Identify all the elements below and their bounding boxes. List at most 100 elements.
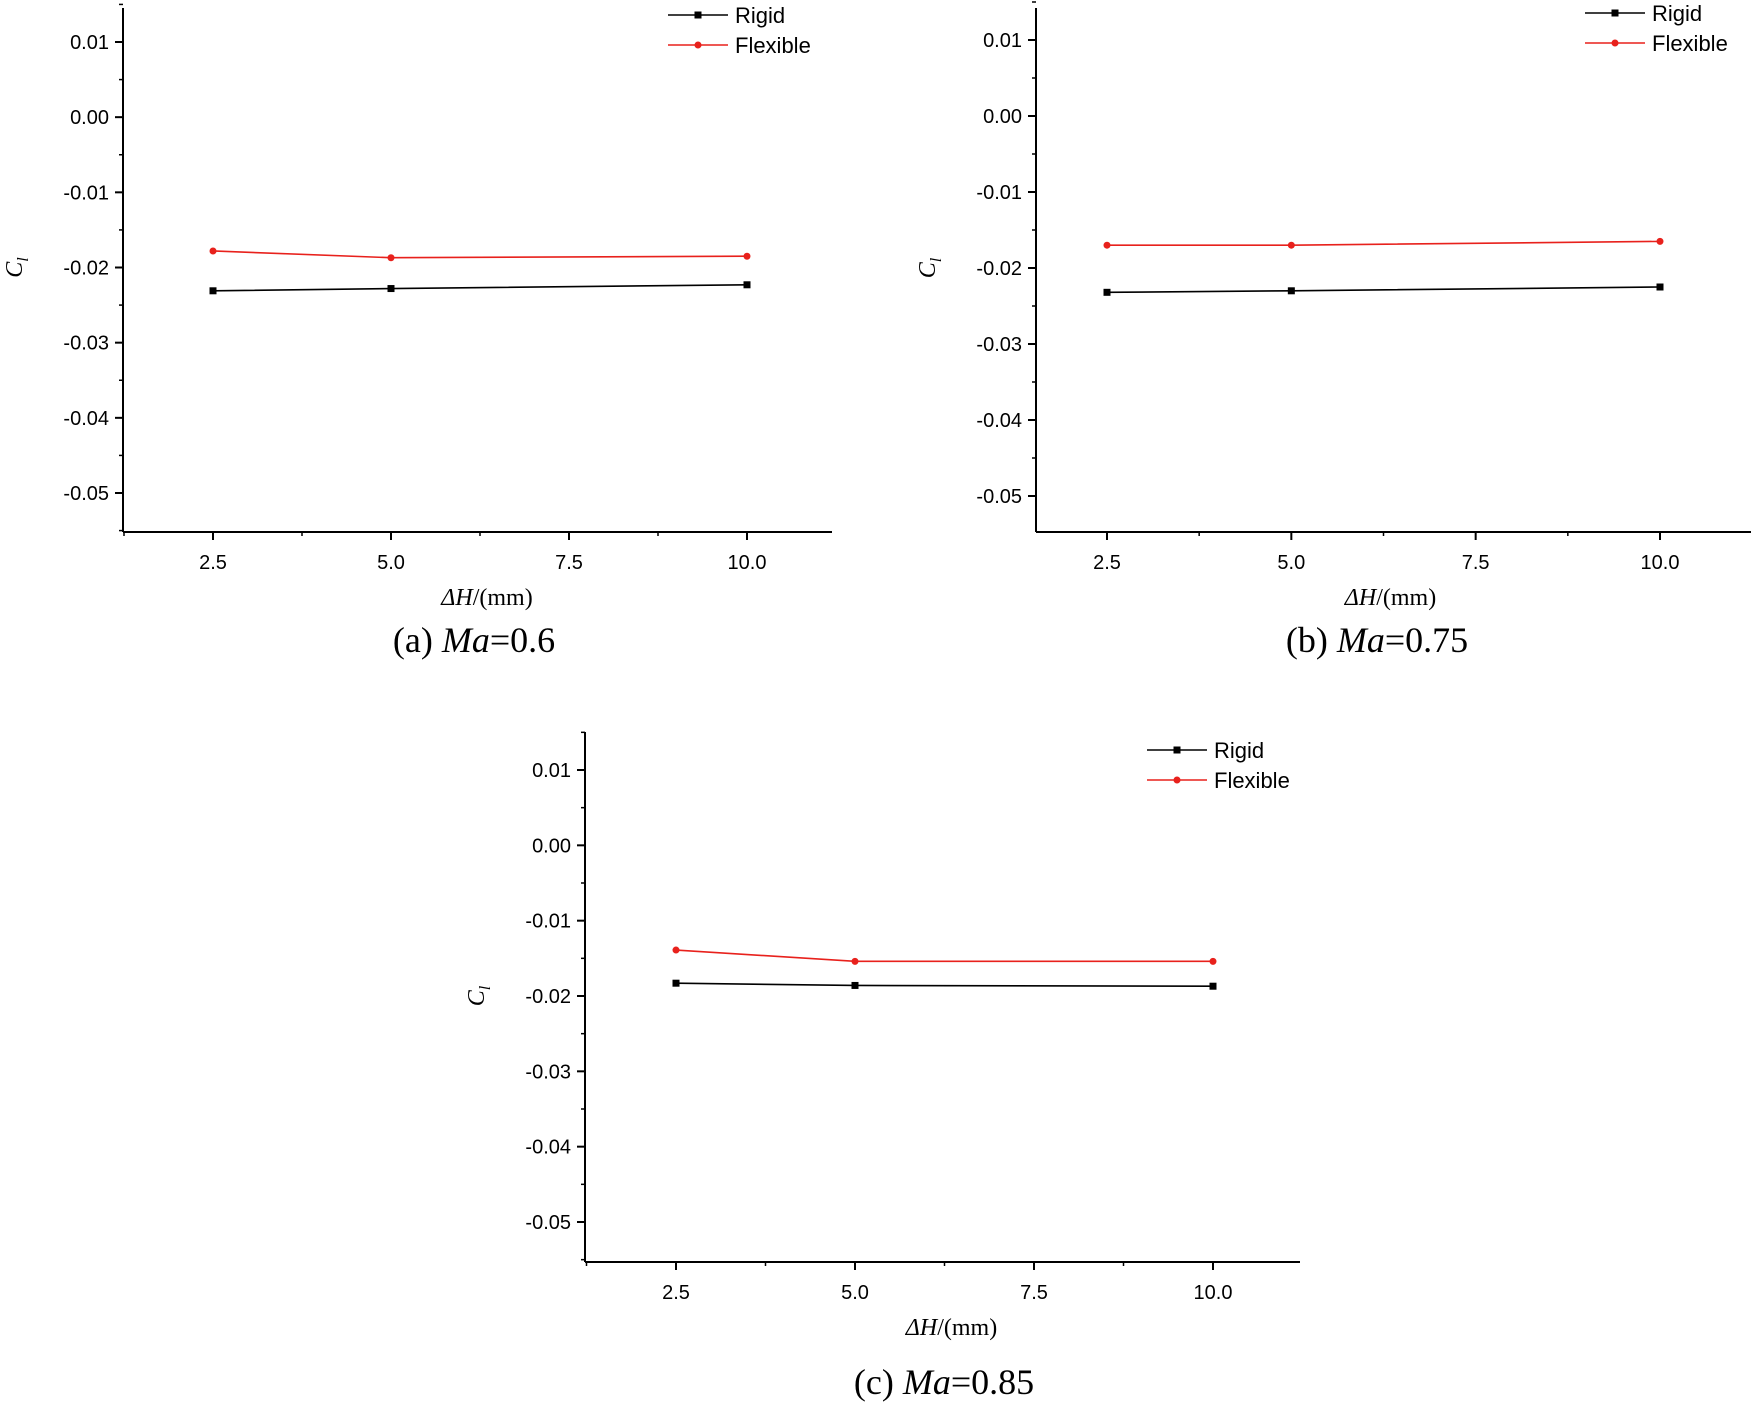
data-point-flexible [672, 946, 680, 954]
x-tick-label: 10.0 [1641, 552, 1680, 574]
data-point-flexible [1287, 241, 1295, 249]
data-point-flexible [1209, 957, 1217, 965]
data-point-flexible [1103, 241, 1111, 249]
chart-caption: (c) Ma=0.85 [854, 1362, 1034, 1402]
data-point-rigid [672, 979, 680, 987]
data-point-rigid [209, 287, 217, 295]
y-tick-label: 0.01 [983, 30, 1022, 52]
legend-label-rigid: Rigid [735, 3, 785, 28]
y-axis-label: Cl [915, 257, 945, 278]
caption-prefix: (b) [1286, 620, 1337, 660]
caption-suffix: =0.6 [490, 620, 555, 660]
caption-var: Ma [902, 1362, 951, 1402]
data-point-rigid [1103, 288, 1111, 296]
x-tick-label: 10.0 [1194, 1282, 1233, 1304]
data-point-flexible [743, 252, 751, 260]
caption-var: Ma [441, 620, 490, 660]
x-axis-label-unit: /(mm) [473, 585, 533, 611]
data-point-rigid [1656, 283, 1664, 291]
legend-marker-rigid [1173, 746, 1181, 754]
y-axis-label-var: C [2, 261, 28, 278]
x-axis-label-var: ΔH [440, 585, 474, 611]
y-tick-label: -0.01 [525, 911, 571, 933]
caption-prefix: (a) [393, 620, 442, 660]
x-tick-label: 5.0 [841, 1282, 869, 1304]
chart-caption: (b) Ma=0.75 [1286, 620, 1468, 660]
y-axis-label: Cl [464, 985, 494, 1006]
y-tick-label: -0.04 [976, 410, 1022, 432]
y-tick-label: -0.03 [63, 333, 109, 355]
legend-label-rigid: Rigid [1214, 738, 1264, 763]
data-point-rigid [851, 981, 859, 989]
y-tick-label: -0.05 [525, 1212, 571, 1234]
legend: Rigid Flexible [1585, 1, 1728, 56]
x-tick-label: 7.5 [1462, 552, 1490, 574]
legend-label-flexible: Flexible [1652, 31, 1728, 56]
y-tick-label: 0.01 [532, 760, 571, 782]
x-axis-label-var: ΔH [1344, 585, 1378, 611]
caption-suffix: =0.75 [1385, 620, 1468, 660]
data-point-rigid [1209, 982, 1217, 990]
data-point-rigid [743, 281, 751, 289]
legend-marker-flexible [694, 41, 702, 49]
x-axis-label-unit: /(mm) [937, 1315, 997, 1341]
y-tick-label: 0.01 [70, 32, 109, 54]
legend-marker-rigid [694, 11, 702, 19]
legend-label-rigid: Rigid [1652, 1, 1702, 26]
y-tick-label: -0.05 [976, 486, 1022, 508]
y-axis-label-var: C [464, 989, 490, 1006]
legend-label-flexible: Flexible [735, 33, 811, 58]
y-axis-label-sub: l [15, 257, 32, 262]
caption-var: Ma [1336, 620, 1385, 660]
series-line-rigid [675, 982, 1214, 988]
chart-b: 0.01 0.00 -0.01 -0.02 -0.03 -0.04 -0.05 2.5 5.0 7… [915, 1, 1751, 660]
chart-c: 0.01 0.00 -0.01 -0.02 -0.03 -0.04 -0.05 2.5 5.0 7… [464, 731, 1300, 1402]
x-tick-label: 2.5 [199, 552, 227, 574]
x-tick-label: 7.5 [1020, 1282, 1048, 1304]
series-line-flexible [675, 949, 1213, 963]
x-tick-label: 10.0 [728, 552, 767, 574]
x-tick-label: 7.5 [555, 552, 583, 574]
series-line-rigid [1106, 286, 1661, 294]
y-axis-label-sub: l [477, 985, 494, 990]
chart-caption: (a) Ma=0.6 [393, 620, 555, 660]
legend: Rigid Flexible [668, 3, 811, 58]
y-tick-label: -0.01 [63, 182, 109, 204]
y-tick-label: 0.00 [983, 106, 1022, 128]
caption-prefix: (c) [854, 1362, 903, 1402]
data-point-flexible [209, 247, 217, 255]
x-axis-label: ΔH/(mm) [905, 1315, 997, 1341]
x-axis-label-var: ΔH [905, 1315, 939, 1341]
x-tick-label: 2.5 [1093, 552, 1121, 574]
legend-marker-rigid [1611, 9, 1619, 17]
data-point-flexible [387, 254, 395, 262]
x-tick-label: 5.0 [1277, 552, 1305, 574]
legend-marker-flexible [1173, 776, 1181, 784]
y-tick-label: -0.04 [525, 1137, 571, 1159]
caption-suffix: =0.85 [951, 1362, 1034, 1402]
series-line-flexible [1107, 240, 1661, 246]
y-axis-label-var: C [915, 261, 941, 278]
series-line-rigid [212, 283, 748, 292]
x-axis-label-unit: /(mm) [1376, 585, 1436, 611]
y-tick-label: -0.02 [63, 258, 109, 280]
y-tick-label: -0.01 [976, 182, 1022, 204]
legend-marker-flexible [1611, 39, 1619, 47]
y-tick-label: 0.00 [70, 107, 109, 129]
y-tick-label: -0.02 [525, 986, 571, 1008]
data-point-rigid [387, 285, 395, 293]
x-tick-label: 2.5 [662, 1282, 690, 1304]
chart-a: 0.01 0.00 -0.01 -0.02 -0.03 -0.04 -0.05 2.5 5.0 7… [2, 3, 832, 660]
data-point-flexible [851, 957, 859, 965]
x-axis-label: ΔH/(mm) [440, 585, 532, 611]
data-point-rigid [1287, 287, 1295, 295]
y-tick-label: -0.04 [63, 408, 109, 430]
legend-label-flexible: Flexible [1214, 768, 1290, 793]
y-tick-label: -0.05 [63, 483, 109, 505]
x-axis-label: ΔH/(mm) [1344, 585, 1436, 611]
y-tick-label: -0.03 [525, 1061, 571, 1083]
y-tick-label: -0.03 [976, 334, 1022, 356]
legend: Rigid Flexible [1147, 738, 1290, 793]
data-point-flexible [1656, 237, 1664, 245]
